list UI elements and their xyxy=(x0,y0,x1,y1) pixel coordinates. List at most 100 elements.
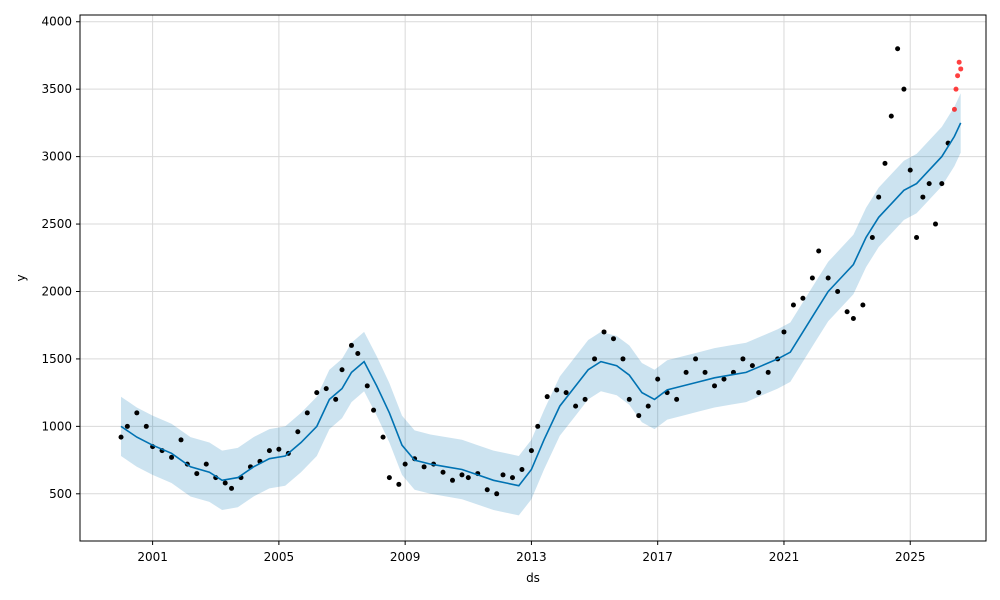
x-tick-label: 2017 xyxy=(642,550,673,564)
observed-point xyxy=(850,315,856,321)
y-tick-label: 1000 xyxy=(41,419,72,433)
recent-point xyxy=(951,106,957,112)
observed-point xyxy=(601,329,607,335)
recent-point xyxy=(958,66,964,72)
y-tick-label: 2000 xyxy=(41,284,72,298)
uncertainty-interval xyxy=(121,93,961,516)
recent-point xyxy=(953,86,959,92)
observed-point xyxy=(396,481,402,487)
observed-point xyxy=(756,390,762,396)
observed-point xyxy=(402,461,408,467)
observed-point xyxy=(295,429,301,435)
observed-point xyxy=(610,336,616,342)
observed-point xyxy=(339,367,345,373)
observed-point xyxy=(333,396,339,402)
x-axis-ticks: 2001 2005 2009 2013 2017 2021 2025 xyxy=(137,541,926,564)
y-tick-label: 500 xyxy=(49,487,72,501)
observed-points xyxy=(118,46,951,497)
y-axis-ticks: 500 1000 1500 2000 2500 3000 3500 4000 xyxy=(41,15,80,501)
observed-point xyxy=(459,472,465,478)
observed-point xyxy=(895,46,901,52)
x-tick-label: 2005 xyxy=(264,550,295,564)
observed-point xyxy=(194,471,200,477)
observed-point xyxy=(134,410,140,416)
observed-point xyxy=(592,356,598,362)
observed-point xyxy=(500,472,506,478)
observed-point xyxy=(544,394,550,400)
observed-point xyxy=(790,302,796,308)
observed-point xyxy=(323,386,329,392)
interval-area xyxy=(121,93,961,516)
observed-point xyxy=(932,221,938,227)
observed-point xyxy=(636,413,642,419)
x-axis-label: ds xyxy=(526,571,540,585)
observed-point xyxy=(683,369,689,375)
observed-point xyxy=(450,477,456,483)
observed-point xyxy=(920,194,926,200)
observed-point xyxy=(314,390,320,396)
observed-point xyxy=(825,275,831,281)
observed-point xyxy=(860,302,866,308)
observed-point xyxy=(939,181,945,187)
y-tick-label: 2500 xyxy=(41,217,72,231)
y-axis-label: y xyxy=(14,274,28,281)
observed-point xyxy=(740,356,746,362)
observed-point xyxy=(355,351,361,357)
grid xyxy=(80,15,986,541)
observed-point xyxy=(712,383,718,389)
observed-point xyxy=(266,448,272,454)
observed-point xyxy=(203,461,209,467)
observed-point xyxy=(702,369,708,375)
observed-point xyxy=(907,167,913,173)
observed-point xyxy=(178,437,184,443)
observed-point xyxy=(800,295,806,301)
observed-point xyxy=(169,454,175,460)
observed-point xyxy=(765,369,771,375)
observed-point xyxy=(655,376,661,382)
x-tick-label: 2013 xyxy=(516,550,547,564)
observed-point xyxy=(882,160,888,166)
observed-point xyxy=(276,446,282,452)
observed-point xyxy=(118,434,124,440)
observed-point xyxy=(386,475,392,481)
observed-point xyxy=(494,491,500,497)
x-tick-label: 2021 xyxy=(769,550,800,564)
observed-point xyxy=(888,113,894,119)
observed-point xyxy=(749,363,755,369)
plot-frame xyxy=(79,14,987,542)
y-tick-label: 1500 xyxy=(41,352,72,366)
observed-point xyxy=(926,181,932,187)
observed-point xyxy=(535,423,541,429)
observed-point xyxy=(693,356,699,362)
observed-point xyxy=(348,342,354,348)
observed-point xyxy=(371,407,377,413)
observed-point xyxy=(124,423,130,429)
x-tick-label: 2009 xyxy=(390,550,421,564)
observed-point xyxy=(563,390,569,396)
observed-point xyxy=(364,383,370,389)
observed-point xyxy=(380,434,386,440)
y-tick-label: 3000 xyxy=(41,150,72,164)
observed-point xyxy=(528,448,534,454)
observed-point xyxy=(143,423,149,429)
recent-point xyxy=(956,59,962,65)
observed-point xyxy=(876,194,882,200)
y-tick-label: 3500 xyxy=(41,82,72,96)
forecast-path xyxy=(120,122,962,487)
observed-point xyxy=(844,309,850,315)
observed-point xyxy=(721,376,727,382)
observed-point xyxy=(645,403,651,409)
observed-point xyxy=(465,475,471,481)
observed-point xyxy=(421,464,427,470)
observed-point xyxy=(869,235,875,241)
observed-point xyxy=(484,487,490,493)
observed-point xyxy=(901,86,907,92)
observed-point xyxy=(519,467,525,473)
observed-point xyxy=(440,469,446,475)
observed-point xyxy=(914,235,920,241)
x-tick-label: 2001 xyxy=(137,550,168,564)
observed-point xyxy=(809,275,815,281)
observed-point xyxy=(554,387,560,393)
observed-point xyxy=(573,403,579,409)
